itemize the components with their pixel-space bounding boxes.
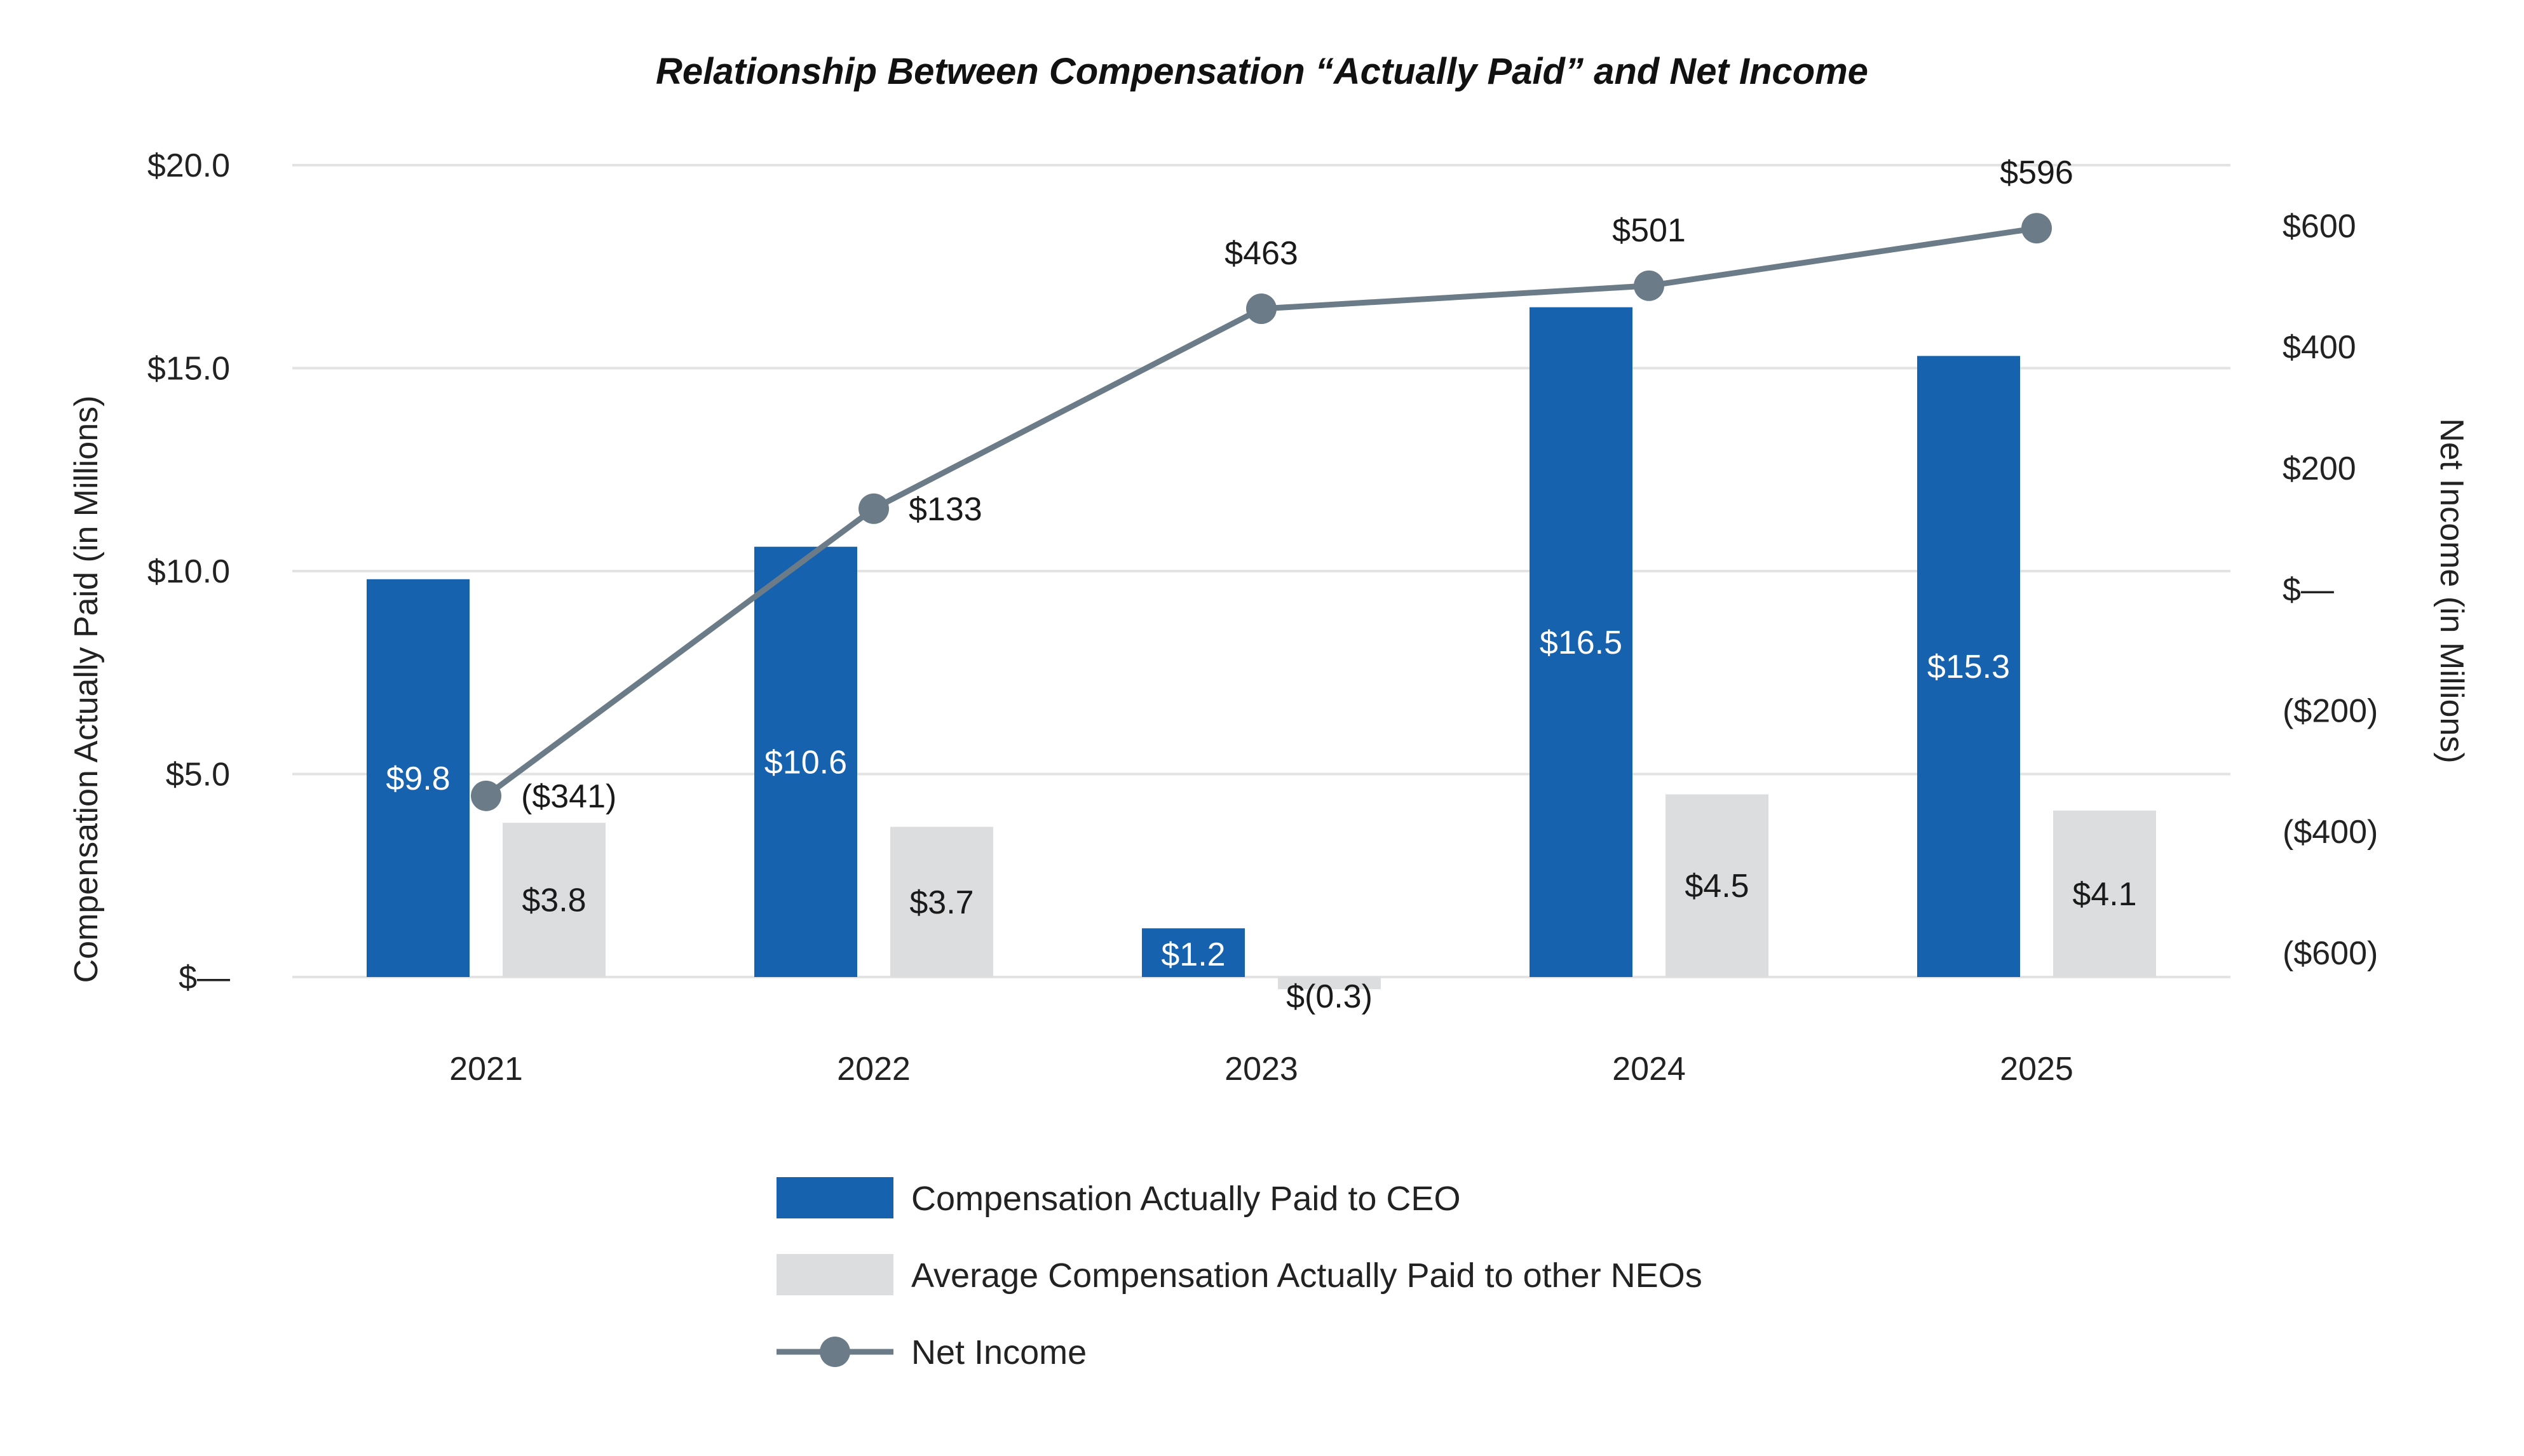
legend-swatch-neo <box>777 1254 893 1295</box>
legend-label-neo: Average Compensation Actually Paid to ot… <box>911 1257 1702 1295</box>
left-axis-title: Compensation Actually Paid (in Millions) <box>68 396 105 983</box>
bar-ceo <box>754 546 857 977</box>
y2-tick-label: $200 <box>2283 450 2356 487</box>
net-income-point <box>1634 270 1664 301</box>
chart-title: Relationship Between Compensation “Actua… <box>656 51 1868 92</box>
net-income-label: $463 <box>1225 235 1298 272</box>
x-tick-label: 2023 <box>1225 1051 1298 1088</box>
bar-neo-label: $3.8 <box>522 882 586 919</box>
net-income-label: $133 <box>909 491 982 528</box>
bar-neo <box>890 826 993 977</box>
x-axis-ticks: 2021 2022 2023 2024 2025 <box>449 1051 2073 1088</box>
y-tick-label: $10.0 <box>147 553 230 590</box>
legend-swatch-ceo <box>777 1177 893 1218</box>
legend-marker-net-income <box>820 1337 850 1367</box>
x-tick-label: 2025 <box>2000 1051 2073 1088</box>
net-income-point <box>2021 213 2052 244</box>
legend-label-ceo: Compensation Actually Paid to CEO <box>911 1180 1460 1218</box>
y2-tick-label: ($200) <box>2283 692 2378 729</box>
x-tick-label: 2024 <box>1612 1051 1686 1088</box>
right-axis-ticks: ($600) ($400) ($200) $— $200 $400 $600 <box>2283 208 2378 971</box>
bar-neo-label: $4.5 <box>1685 868 1749 905</box>
bar-series: $9.8 $3.8 $10.6 $3.7 $1.2 $(0.3) $16.5 $4.5 $15.… <box>367 307 2156 1015</box>
left-axis-ticks: $— $5.0 $10.0 $15.0 $20.0 <box>147 147 230 996</box>
y2-tick-label: ($400) <box>2283 814 2378 851</box>
y2-tick-label: ($600) <box>2283 935 2378 972</box>
bar-neo <box>1666 794 1768 977</box>
y-tick-label: $20.0 <box>147 147 230 184</box>
x-tick-label: 2021 <box>449 1051 523 1088</box>
bar-ceo <box>367 579 470 977</box>
y-tick-label: $5.0 <box>166 757 230 793</box>
y2-tick-label: $600 <box>2283 208 2356 245</box>
net-income-line-series: ($341) $133 $463 $501 $596 <box>471 154 2073 815</box>
net-income-point <box>471 780 501 811</box>
legend-label-net-income: Net Income <box>911 1333 1087 1372</box>
bar-neo <box>503 823 606 977</box>
y2-tick-label: $— <box>2283 572 2334 609</box>
y-tick-label: $15.0 <box>147 351 230 388</box>
bar-ceo-label: $1.2 <box>1161 936 1225 973</box>
grid-lines <box>292 164 2230 978</box>
bar-ceo-label: $16.5 <box>1540 624 1622 661</box>
bar-ceo-label: $9.8 <box>386 760 450 797</box>
bar-ceo <box>1530 307 1632 977</box>
y-tick-label: $— <box>179 959 230 996</box>
net-income-label: $501 <box>1612 212 1686 249</box>
bar-neo-label: $3.7 <box>909 884 974 921</box>
bar-ceo <box>1142 928 1245 977</box>
net-income-label: $596 <box>2000 154 2073 191</box>
bar-ceo-label: $10.6 <box>764 744 847 781</box>
net-income-point <box>1246 293 1277 325</box>
net-income-label: ($341) <box>521 778 616 815</box>
bar-neo <box>2053 811 2156 977</box>
bar-ceo-label: $15.3 <box>1927 649 2010 685</box>
legend: Compensation Actually Paid to CEO Averag… <box>777 1177 1702 1372</box>
bar-ceo <box>1917 356 2020 977</box>
bar-neo-label: $(0.3) <box>1286 978 1373 1015</box>
y2-tick-label: $400 <box>2283 329 2356 366</box>
bar-neo <box>1278 977 1381 990</box>
x-tick-label: 2022 <box>837 1051 911 1088</box>
bar-neo-label: $4.1 <box>2072 876 2136 913</box>
right-axis-title: Net Income (in Millions) <box>2433 418 2470 763</box>
net-income-point <box>858 493 889 524</box>
